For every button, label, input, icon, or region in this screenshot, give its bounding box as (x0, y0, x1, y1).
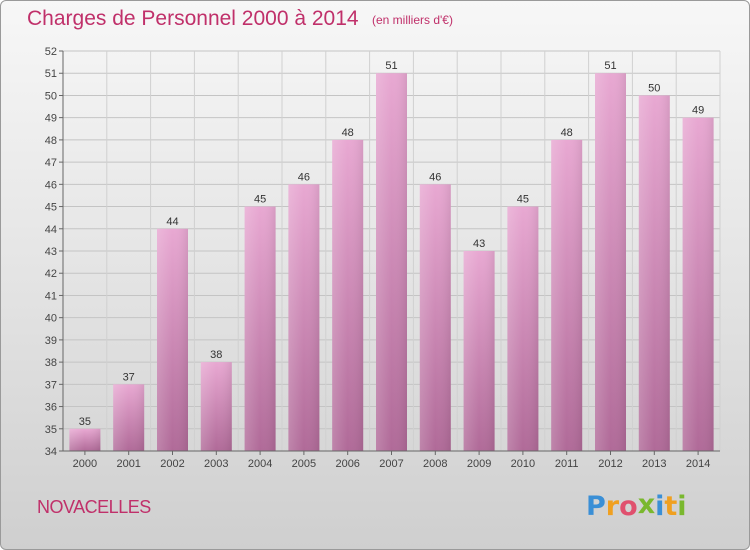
y-tick-label: 35 (45, 424, 57, 436)
y-tick-label: 40 (45, 313, 57, 325)
x-tick-label: 2010 (511, 458, 535, 470)
y-tick-label: 50 (45, 90, 57, 102)
axes: 34 35 36 37 38 39 40 41 42 43 44 45 46 47 48 49 50 51 52 20… (45, 46, 720, 470)
logo-letter: P (586, 491, 606, 522)
y-tick-label: 45 (45, 202, 57, 214)
x-tick-label: 2007 (379, 458, 403, 470)
logo-letter: r (605, 491, 620, 522)
y-tick-label: 34 (45, 446, 57, 458)
x-tick-label: 2005 (292, 458, 316, 470)
bar-shine (595, 73, 626, 451)
bars: 35 37 44 38 45 46 48 51 46 43 45 48 51 50 49 (69, 60, 714, 452)
bar-value-label: 49 (692, 105, 704, 117)
y-tick-label: 46 (45, 179, 57, 191)
bar-value-label: 45 (254, 194, 266, 206)
chart-title: Charges de Personnel 2000 à 2014 (27, 7, 359, 30)
y-tick-label: 37 (45, 379, 57, 391)
y-tick-label: 41 (45, 290, 57, 302)
bar-value-label: 38 (210, 349, 222, 361)
x-tick-label: 2002 (160, 458, 184, 470)
bar-value-label: 45 (517, 194, 529, 206)
y-tick-label: 52 (45, 46, 57, 58)
bar-shine (69, 428, 101, 451)
y-tick-label: 38 (45, 357, 57, 369)
bar-shine (463, 251, 495, 451)
bar-value-label: 46 (429, 171, 441, 183)
x-tick-label: 2004 (248, 458, 272, 470)
y-tick-label: 36 (45, 402, 57, 414)
x-tick-label: 2013 (642, 458, 666, 470)
bar-shine (244, 206, 276, 451)
bar-value-label: 48 (342, 127, 354, 139)
bar-shine (507, 206, 539, 451)
town-name: NOVACELLES (37, 497, 151, 517)
y-tick-label: 51 (45, 68, 57, 80)
bar-value-label: 51 (385, 60, 397, 72)
x-tick-label: 2001 (116, 458, 140, 470)
bar-value-label: 50 (648, 82, 660, 94)
bar-shine (157, 228, 188, 451)
x-tick-label: 2003 (204, 458, 228, 470)
proxiti-logo: Proxiti (586, 489, 687, 522)
bar-value-label: 35 (79, 416, 91, 428)
x-tick-label: 2011 (555, 458, 579, 470)
bar-shine (200, 362, 232, 451)
x-tick-label: 2009 (467, 458, 491, 470)
bar-value-label: 46 (298, 171, 310, 183)
x-tick-label: 2000 (73, 458, 97, 470)
bar-shine (551, 139, 583, 451)
y-tick-label: 39 (45, 335, 57, 347)
y-tick-label: 47 (45, 157, 57, 169)
x-tick-label: 2008 (423, 458, 447, 470)
bar-value-label: 43 (473, 238, 485, 250)
y-tick-label: 44 (45, 224, 57, 236)
x-tick-label: 2006 (335, 458, 359, 470)
bar-value-label: 48 (561, 127, 573, 139)
bar-value-label: 44 (166, 216, 178, 228)
logo-letter: x (637, 489, 656, 520)
y-tick-label: 42 (45, 268, 57, 280)
bar-shine (638, 95, 670, 451)
bar-value-label: 37 (123, 371, 135, 383)
y-tick-label: 49 (45, 113, 57, 125)
logo-letter: i (655, 491, 665, 522)
bar-shine (332, 139, 364, 451)
bar-shine (419, 184, 451, 452)
bar-shine (113, 384, 145, 451)
logo-letter: i (677, 491, 687, 522)
bar-shine (682, 117, 714, 452)
y-tick-label: 43 (45, 246, 57, 258)
bar-shine (376, 73, 407, 451)
logo-letter: o (619, 491, 638, 522)
logo-letter: t (664, 491, 678, 522)
y-tick-label: 48 (45, 135, 57, 147)
bar-value-label: 51 (604, 60, 616, 72)
x-tick-label: 2012 (598, 458, 622, 470)
bar-shine (288, 184, 320, 452)
chart-subtitle: (en milliers d'€) (372, 13, 453, 27)
x-tick-label: 2014 (686, 458, 710, 470)
